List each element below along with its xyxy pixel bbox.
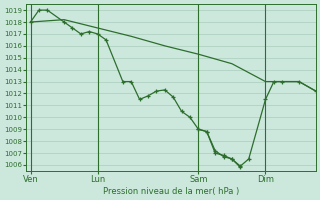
X-axis label: Pression niveau de la mer( hPa ): Pression niveau de la mer( hPa ) [103, 187, 239, 196]
